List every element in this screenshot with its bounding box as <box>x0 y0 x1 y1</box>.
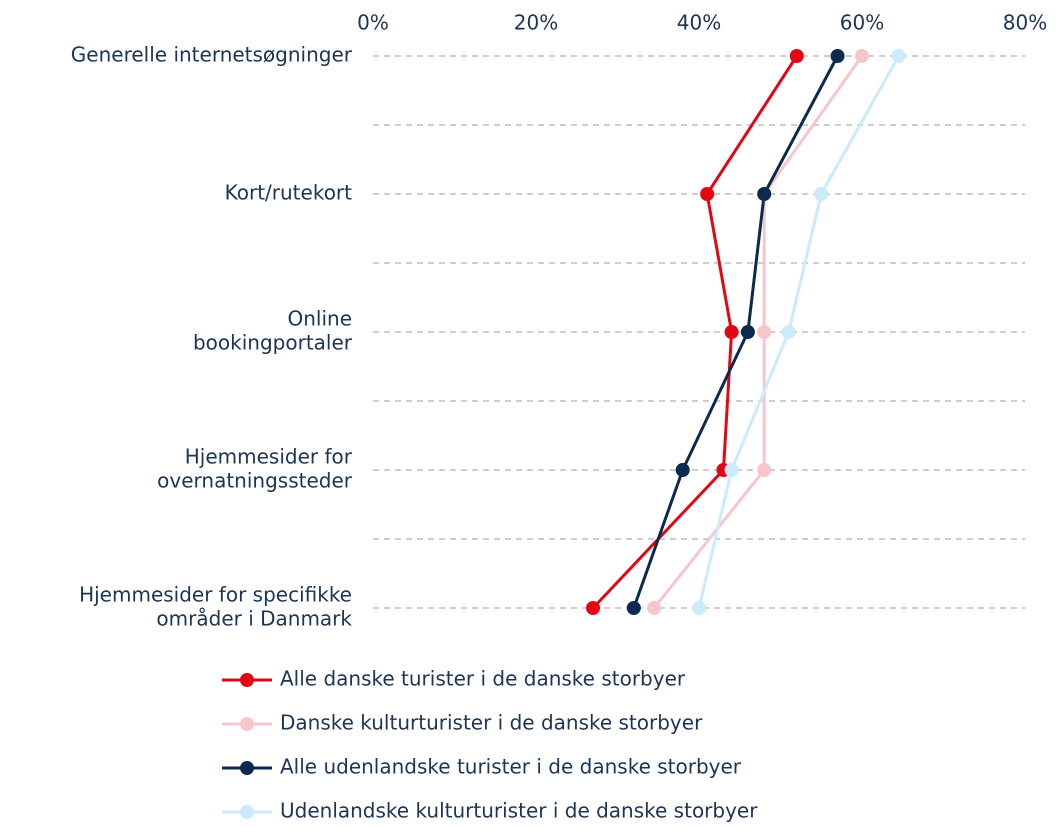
point <box>740 325 755 339</box>
point <box>757 325 772 339</box>
legend-marker <box>240 717 254 731</box>
legend-marker <box>240 761 254 775</box>
y-tick-label: Hjemmesider for specifikke <box>79 583 352 607</box>
legend-label: Udenlandske kulturturister i de danske s… <box>280 799 758 823</box>
point <box>692 601 706 615</box>
point <box>757 463 772 477</box>
x-tick-label: 0% <box>357 11 389 35</box>
y-tick-label: Hjemmesider for <box>185 445 353 469</box>
point <box>724 325 739 339</box>
point <box>586 601 601 615</box>
point <box>814 187 829 201</box>
y-tick-label: bookingportaler <box>193 331 353 355</box>
y-tick-label: Generelle internetsøgninger <box>71 43 353 67</box>
y-tick-label: Online <box>287 307 352 331</box>
y-tick-label: overnatningssteder <box>157 469 353 493</box>
point <box>647 601 662 615</box>
point <box>757 187 772 201</box>
legend-marker <box>240 673 254 687</box>
legend-label: Alle danske turister i de danske storbye… <box>280 667 686 691</box>
point <box>700 187 715 201</box>
x-tick-label: 80% <box>1003 11 1047 35</box>
legend-marker <box>240 805 254 819</box>
y-tick-label: Kort/rutekort <box>225 181 353 205</box>
y-tick-label: områder i Danmark <box>156 607 352 631</box>
point <box>781 325 796 339</box>
point <box>626 601 641 615</box>
point <box>830 49 845 63</box>
x-tick-label: 40% <box>677 11 721 35</box>
x-tick-label: 20% <box>514 11 558 35</box>
point <box>855 49 869 63</box>
point <box>724 463 739 477</box>
legend-label: Danske kulturturister i de danske storby… <box>280 711 703 735</box>
x-tick-label: 60% <box>840 11 884 35</box>
point <box>891 49 906 63</box>
legend-label: Alle udenlandske turister i de danske st… <box>280 755 742 779</box>
point <box>675 463 690 477</box>
point <box>789 49 804 63</box>
